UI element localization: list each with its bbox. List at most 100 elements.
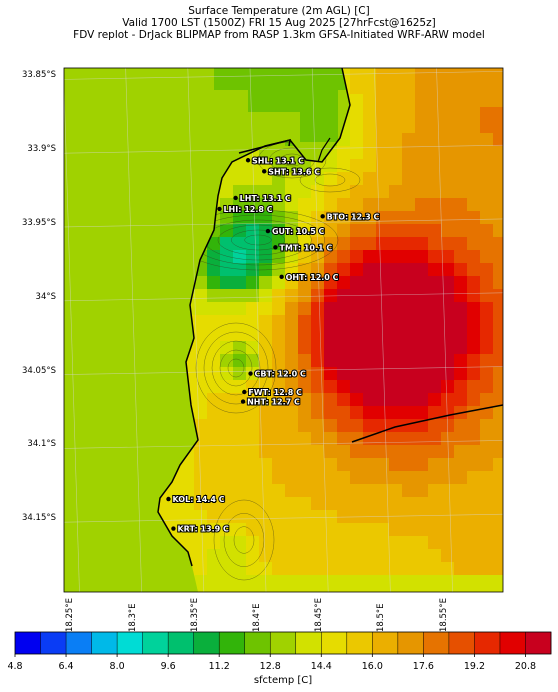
title-block: Surface Temperature (2m AGL) [C] Valid 1… <box>0 5 558 41</box>
station-marker-gut[interactable] <box>265 228 271 234</box>
temperature-cell <box>441 107 455 121</box>
temperature-cell <box>311 341 325 355</box>
station-marker-fwt[interactable] <box>242 389 247 395</box>
parallel-line <box>64 513 503 523</box>
temperature-cell <box>194 328 208 342</box>
temperature-cell <box>246 484 260 498</box>
temperature-cell <box>272 354 286 368</box>
temperature-cell <box>454 302 468 316</box>
temperature-cell <box>311 406 325 420</box>
temperature-cell <box>233 510 247 524</box>
temperature-cell <box>298 510 312 524</box>
temperature-cell <box>376 588 390 592</box>
temperature-cell <box>233 211 247 225</box>
temperature-cell <box>194 393 208 407</box>
temperature-cell <box>337 315 351 329</box>
temperature-cell <box>324 458 338 472</box>
temperature-cell <box>324 302 338 316</box>
temperature-cell <box>441 497 455 511</box>
temperature-cell <box>324 328 338 342</box>
parallel-line <box>64 440 503 449</box>
meridian-line <box>125 68 142 592</box>
station-marker-nht[interactable] <box>240 399 246 404</box>
temperature-cell <box>389 120 403 134</box>
temperature-cell <box>246 341 260 355</box>
temperature-cell <box>350 588 364 592</box>
temperature-cell <box>363 146 377 160</box>
station-marker-bto[interactable] <box>320 214 325 219</box>
temperature-cell <box>493 133 503 147</box>
temperature-cell <box>246 406 260 420</box>
temperature-cell <box>402 497 416 511</box>
station-marker-cbt[interactable] <box>248 371 253 376</box>
colorbar-tick-label: 6.4 <box>58 661 74 672</box>
temperature-cell <box>337 432 351 446</box>
temperature-cell <box>493 276 503 290</box>
temperature-cell <box>311 328 325 342</box>
temperature-cell <box>207 419 221 433</box>
temperature-cell <box>350 250 364 264</box>
temperature-cell <box>207 536 221 550</box>
temperature-cell <box>324 263 338 277</box>
temperature-cell <box>441 172 455 186</box>
temperature-cell <box>207 510 221 524</box>
temperature-cell <box>402 341 416 355</box>
temperature-cell <box>376 458 390 472</box>
station-marker-shl[interactable] <box>245 158 251 163</box>
temperature-cell <box>246 393 260 407</box>
station-marker-tmt[interactable] <box>273 245 278 250</box>
temperature-cell <box>158 510 169 524</box>
temperature-cell <box>428 354 442 368</box>
temperature-cell <box>493 159 503 173</box>
colorbar-segment <box>321 632 348 654</box>
temperature-cell <box>480 289 494 303</box>
temperature-cell <box>194 523 208 537</box>
temperature-cell <box>259 536 273 550</box>
station-marker-kol[interactable] <box>166 496 171 502</box>
temperature-cell <box>363 445 377 459</box>
temperature-cell <box>428 68 442 82</box>
temperature-cell <box>259 185 273 199</box>
temperature-cell <box>272 276 286 290</box>
latitude-tick-label: 34.1°S <box>27 439 56 450</box>
station-marker-sht[interactable] <box>262 169 267 174</box>
station-marker-oht[interactable] <box>279 274 284 280</box>
temperature-cell <box>493 458 503 472</box>
temperature-cell <box>493 328 503 342</box>
temperature-cell <box>415 276 429 290</box>
temperature-cell <box>324 484 338 498</box>
temperature-cell <box>233 549 247 563</box>
temperature-cell <box>220 354 234 368</box>
temperature-cell <box>480 133 494 147</box>
temperature-cell <box>272 484 286 498</box>
temperature-cell <box>389 549 403 563</box>
temperature-cell <box>441 302 455 316</box>
temperature-cell <box>337 471 351 485</box>
temperature-cell <box>246 211 260 225</box>
temperature-cell <box>272 575 286 589</box>
temperature-cell <box>311 484 325 498</box>
temperature-cell <box>376 315 390 329</box>
temperature-cell <box>350 562 364 576</box>
temperature-cell <box>324 510 338 524</box>
temperature-cell <box>324 406 338 420</box>
temperature-cell <box>363 263 377 277</box>
temperature-cell <box>181 536 195 550</box>
temperature-cell <box>376 81 390 95</box>
temperature-cell <box>220 302 234 316</box>
temperature-cell <box>415 146 429 160</box>
temperature-cell <box>220 367 234 381</box>
temperature-cell <box>350 276 364 290</box>
temperature-cell <box>480 315 494 329</box>
temperature-cell <box>441 562 455 576</box>
temperature-cell <box>493 536 503 550</box>
station-marker-krt[interactable] <box>171 526 176 531</box>
temperature-cell <box>454 380 468 394</box>
station-marker-lht[interactable] <box>233 195 238 201</box>
temperature-cell <box>298 562 312 576</box>
temperature-cell <box>324 367 338 381</box>
station-marker-lhi[interactable] <box>217 206 222 212</box>
temperature-cell <box>285 328 299 342</box>
temperature-cell <box>428 94 442 108</box>
temperature-cell <box>324 198 338 212</box>
